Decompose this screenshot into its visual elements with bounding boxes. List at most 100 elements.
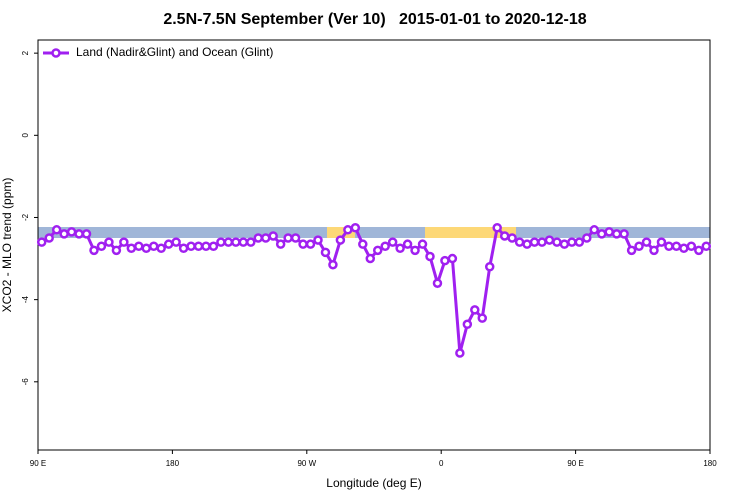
data-point [619, 229, 629, 239]
data-point [387, 237, 398, 247]
data-point [343, 225, 353, 235]
ocean-band [38, 227, 710, 238]
x-tick-label: 90 E [30, 459, 46, 468]
data-point [402, 239, 413, 249]
legend-marker [51, 48, 61, 58]
data-point [186, 241, 196, 251]
data-point [641, 237, 652, 247]
data-point [611, 229, 622, 239]
data-point [320, 247, 331, 258]
data-point [246, 237, 256, 247]
data-point [559, 239, 570, 249]
chart-title: 2.5N-7.5N September (Ver 10) 2015-01-01 … [163, 11, 586, 28]
data-point [694, 245, 704, 256]
data-point [574, 237, 585, 247]
data-point [44, 233, 54, 243]
data-point [604, 227, 614, 237]
data-point [380, 241, 390, 251]
data-point [507, 233, 517, 243]
data-point [484, 262, 495, 272]
x-tick-label: 90 W [297, 459, 316, 468]
data-point [283, 233, 293, 243]
data-point [208, 241, 219, 251]
data-point [701, 241, 712, 251]
surface-strip [38, 227, 710, 238]
data-point [529, 237, 540, 247]
y-tick-label: -6 [21, 378, 30, 386]
data-point [238, 237, 249, 247]
data-point [589, 225, 600, 235]
legend: Land (Nadir&Glint) and Ocean (Glint) [43, 45, 273, 59]
data-point [328, 259, 338, 270]
data-point [216, 237, 226, 247]
data-point [671, 241, 682, 251]
data-point [268, 231, 278, 241]
data-point [372, 245, 383, 256]
data-point [679, 243, 689, 254]
data-point [111, 245, 122, 256]
data-point [51, 225, 62, 235]
data-point [365, 253, 376, 264]
data-point [156, 243, 166, 254]
data-point [59, 229, 69, 239]
y-axis-label: XCO2 - MLO trend (ppm) [0, 178, 14, 313]
data-point [395, 243, 405, 254]
y-tick-label: 0 [21, 133, 30, 138]
data-point [425, 251, 435, 262]
data-point [104, 237, 114, 247]
data-point [358, 239, 368, 249]
data-point [134, 241, 144, 251]
data-point [231, 237, 241, 247]
legend-label: Land (Nadir&Glint) and Ocean (Glint) [76, 45, 273, 59]
data-point [305, 239, 316, 249]
x-tick-label: 90 E [567, 459, 583, 468]
x-tick-label: 0 [439, 459, 444, 468]
data-point [582, 233, 592, 243]
data-point [567, 237, 577, 247]
data-point [223, 237, 234, 247]
y-tick-label: -2 [21, 213, 30, 221]
data-point [290, 233, 301, 243]
data-point [470, 305, 480, 315]
data-point [126, 243, 137, 254]
data-point [193, 241, 204, 251]
data-point [260, 233, 271, 243]
data-point [477, 313, 488, 323]
data-point [686, 241, 697, 251]
data-point [96, 241, 107, 251]
data-point [201, 241, 211, 251]
data-point [499, 231, 510, 241]
land-band [425, 227, 516, 238]
data-point [537, 237, 547, 247]
data-point [634, 241, 644, 251]
data-point [447, 253, 458, 264]
data-point [350, 222, 361, 233]
data-point [492, 222, 502, 233]
data-point [656, 237, 667, 247]
data-point [462, 319, 473, 330]
x-tick-label: 180 [703, 459, 717, 468]
data-point [253, 233, 264, 243]
data-point [36, 237, 47, 247]
data-point [81, 229, 92, 239]
data-point [440, 255, 450, 266]
y-tick-label: 2 [21, 50, 30, 55]
data-point [335, 235, 346, 245]
data-point [89, 245, 99, 256]
data-point [275, 239, 286, 249]
data-point [66, 227, 77, 237]
data-point [74, 229, 84, 239]
data-point [626, 245, 637, 256]
data-point [298, 239, 308, 249]
data-point [163, 239, 174, 249]
data-point [410, 245, 420, 256]
data-point [649, 245, 659, 256]
data-point [552, 237, 562, 247]
data-point [148, 241, 159, 251]
data-point [178, 243, 189, 254]
land-band [327, 227, 355, 238]
data-point [417, 239, 428, 249]
x-axis-label: Longitude (deg E) [326, 476, 421, 490]
